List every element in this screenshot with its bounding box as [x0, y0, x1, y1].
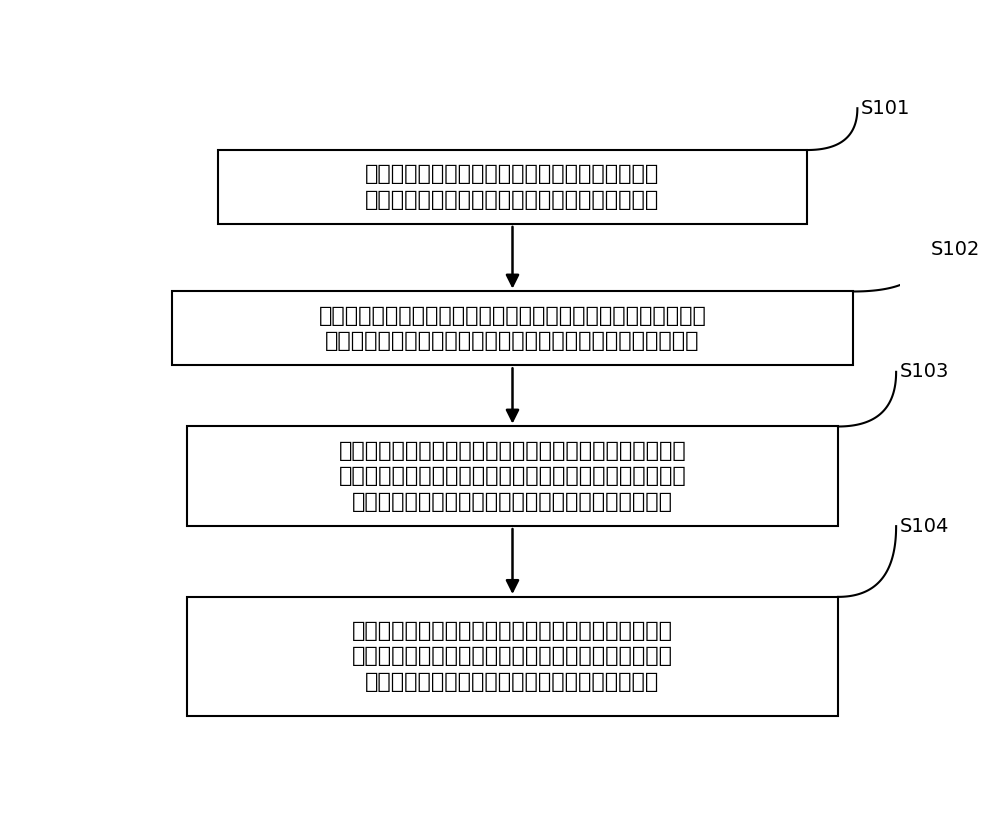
Text: S104: S104: [900, 517, 949, 536]
Text: S101: S101: [861, 99, 911, 118]
Text: 功率建立节点电压相角与节点注入有功功率的对称线性函数关系: 功率建立节点电压相角与节点注入有功功率的对称线性函数关系: [325, 331, 700, 352]
Text: 数的函数关系获取节点到支路的有功功率传输系数: 数的函数关系获取节点到支路的有功功率传输系数: [365, 672, 660, 692]
Bar: [218, 150, 807, 224]
Bar: [187, 427, 838, 526]
Text: 根据支路有功功率与节点注入有功功率的对称线性函数: 根据支路有功功率与节点注入有功功率的对称线性函数: [352, 620, 673, 640]
Bar: [187, 597, 838, 716]
Text: 根据支路有功功率与节点电压相角的线性函数关系和节点注入有功: 根据支路有功功率与节点电压相角的线性函数关系和节点注入有功: [319, 306, 706, 326]
Bar: [172, 291, 853, 366]
Text: 建立支路有功功率与节点电压相角的线性函数关系: 建立支路有功功率与节点电压相角的线性函数关系: [365, 190, 660, 210]
Text: 关系以及支路有功功率与节点到支路的有功功率传输系: 关系以及支路有功功率与节点到支路的有功功率传输系: [352, 646, 673, 666]
Text: 根据支路有功功率与节点电压相角的线性函数关系以及所述: 根据支路有功功率与节点电压相角的线性函数关系以及所述: [339, 441, 686, 461]
Text: 根据已知的交流电力网参数和交流电力网运行特性: 根据已知的交流电力网参数和交流电力网运行特性: [365, 164, 660, 185]
Text: S102: S102: [931, 240, 980, 259]
Text: 节点电压相角与节点注入有功功率的对称线性函数关系建立: 节点电压相角与节点注入有功功率的对称线性函数关系建立: [339, 466, 686, 486]
Text: S103: S103: [900, 362, 949, 382]
Text: 支路有功功率与节点注入有功功率的对称线性函数关系: 支路有功功率与节点注入有功功率的对称线性函数关系: [352, 492, 673, 512]
